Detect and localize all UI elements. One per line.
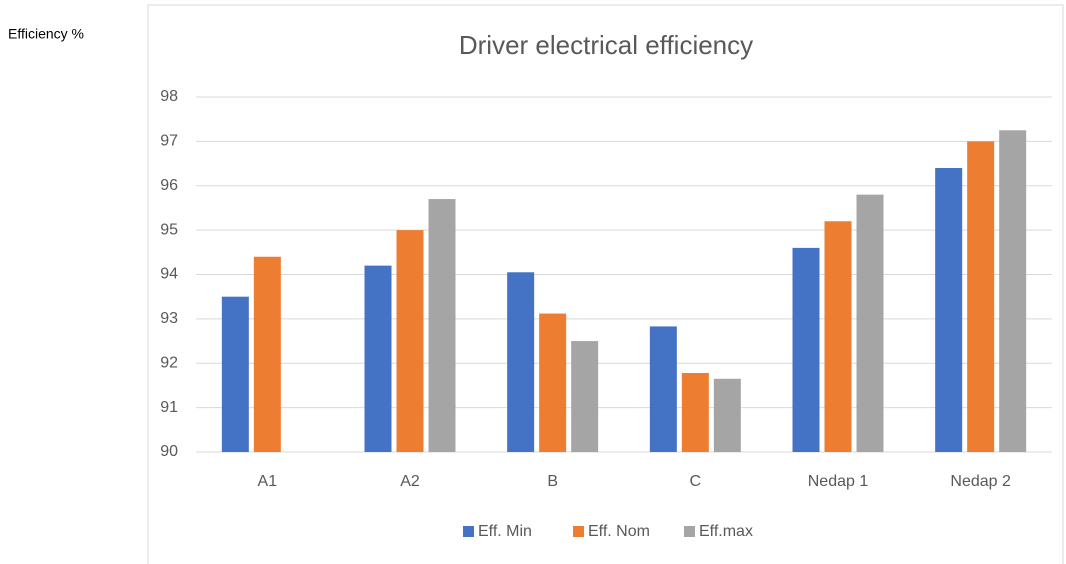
bar: [221, 296, 249, 452]
bar: [649, 326, 677, 452]
y-tick-label: 96: [160, 177, 178, 194]
legend-swatch: [573, 526, 584, 537]
legend-label: Eff. Min: [478, 523, 532, 540]
legend-label: Eff.max: [699, 523, 753, 540]
bar: [507, 272, 535, 452]
chart-frame: [147, 4, 1064, 564]
y-tick-label: 97: [160, 133, 178, 150]
bar: [428, 199, 456, 452]
bar: [856, 194, 884, 452]
x-tick-label: A1: [258, 473, 278, 490]
bar: [681, 373, 709, 452]
y-axis-label: Efficiency %: [8, 26, 84, 42]
bar: [999, 130, 1027, 452]
legend-swatch: [463, 526, 474, 537]
x-tick-label: C: [690, 473, 702, 490]
y-tick-label: 98: [160, 88, 178, 105]
bar: [539, 313, 567, 452]
x-tick-label: Nedap 1: [808, 473, 869, 490]
y-tick-label: 91: [160, 399, 178, 416]
x-tick-label: A2: [400, 473, 420, 490]
chart-title: Driver electrical efficiency: [459, 30, 753, 60]
y-tick-label: 95: [160, 221, 178, 238]
bar: [713, 378, 741, 452]
y-tick-label: 93: [160, 310, 178, 327]
y-tick-label: 94: [160, 266, 178, 283]
legend-label: Eff. Nom: [588, 523, 650, 540]
y-tick-label: 92: [160, 354, 178, 371]
bar: [571, 341, 599, 452]
bar: [935, 168, 963, 452]
bar: [364, 265, 392, 452]
y-tick-label: 90: [160, 443, 178, 460]
x-tick-label: B: [547, 473, 558, 490]
legend-swatch: [684, 526, 695, 537]
x-tick-label: Nedap 2: [950, 473, 1011, 490]
bar: [792, 247, 820, 452]
bar: [396, 230, 424, 452]
bar: [967, 141, 995, 452]
bar: [824, 221, 852, 452]
bar: [253, 256, 281, 452]
